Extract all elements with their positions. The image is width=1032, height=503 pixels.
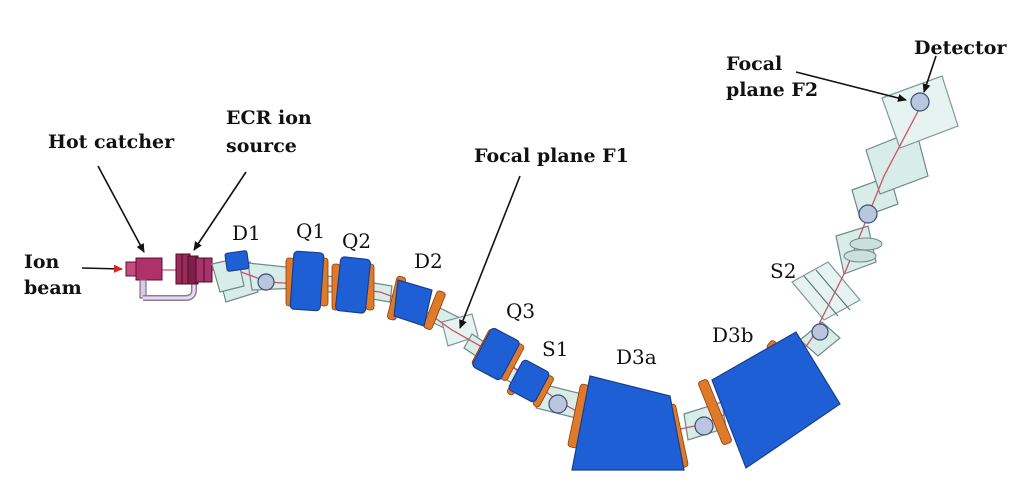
hot-catcher-arrow <box>97 165 145 253</box>
quadrupole-q2 <box>331 256 375 314</box>
d3-diagnostic-port <box>694 416 714 436</box>
dipole-d3a <box>567 375 689 471</box>
detector-body <box>910 92 930 112</box>
callout-labels: Ion beam Hot catcher ECR ion source Foca… <box>24 37 1007 299</box>
focal-plane-f2-label: Focal plane F2 <box>726 53 818 101</box>
sextupole-s2 <box>803 269 851 317</box>
f2-beamline-ports <box>843 92 930 263</box>
d2-label: D2 <box>414 249 443 273</box>
dipole-d3b <box>694 323 841 469</box>
s2-chamber <box>791 261 861 321</box>
ecr-ion-source <box>175 253 213 285</box>
s2-diagnostic-port <box>811 323 829 341</box>
ion-beam-label: Ion beam <box>24 251 82 299</box>
quadrupole-q3 <box>471 327 525 381</box>
focal-plane-f1-chamber <box>441 313 479 347</box>
ion-beam-arrow <box>81 264 123 273</box>
s1-diagnostic-port <box>548 394 568 414</box>
sextupole-s1 <box>507 359 568 414</box>
s2-label: S2 <box>770 259 796 283</box>
pointer-arrows <box>81 55 937 329</box>
focal-plane-f1-arrow <box>459 175 521 329</box>
d3a-label: D3a <box>616 345 657 369</box>
s1-label: S1 <box>542 337 568 361</box>
quadrupole-q1 <box>285 250 329 312</box>
d3b-label: D3b <box>712 323 754 347</box>
dipole-d1 <box>211 250 275 293</box>
ecr-ion-source-label: ECR ion source <box>226 107 318 157</box>
detector-arrow <box>922 55 937 93</box>
element-labels: D1 Q1 Q2 D2 Q3 S1 D3a D3b S2 <box>232 219 796 369</box>
focal-plane-f1-label: Focal plane F1 <box>474 145 629 167</box>
ecr-ion-source-arrow <box>193 171 247 251</box>
q3-label: Q3 <box>506 299 535 323</box>
q1-label: Q1 <box>296 219 325 243</box>
d1-label: D1 <box>232 221 261 245</box>
detector-label: Detector <box>914 37 1007 59</box>
dipole-d2 <box>387 275 446 330</box>
d1-diagnostic-port <box>257 273 275 291</box>
q2-label: Q2 <box>342 229 371 253</box>
focal-plane-f2-chamber <box>881 75 959 149</box>
hot-catcher <box>125 257 197 301</box>
focal-plane-f2-arrow <box>795 71 907 102</box>
hot-catcher-label: Hot catcher <box>48 131 175 153</box>
